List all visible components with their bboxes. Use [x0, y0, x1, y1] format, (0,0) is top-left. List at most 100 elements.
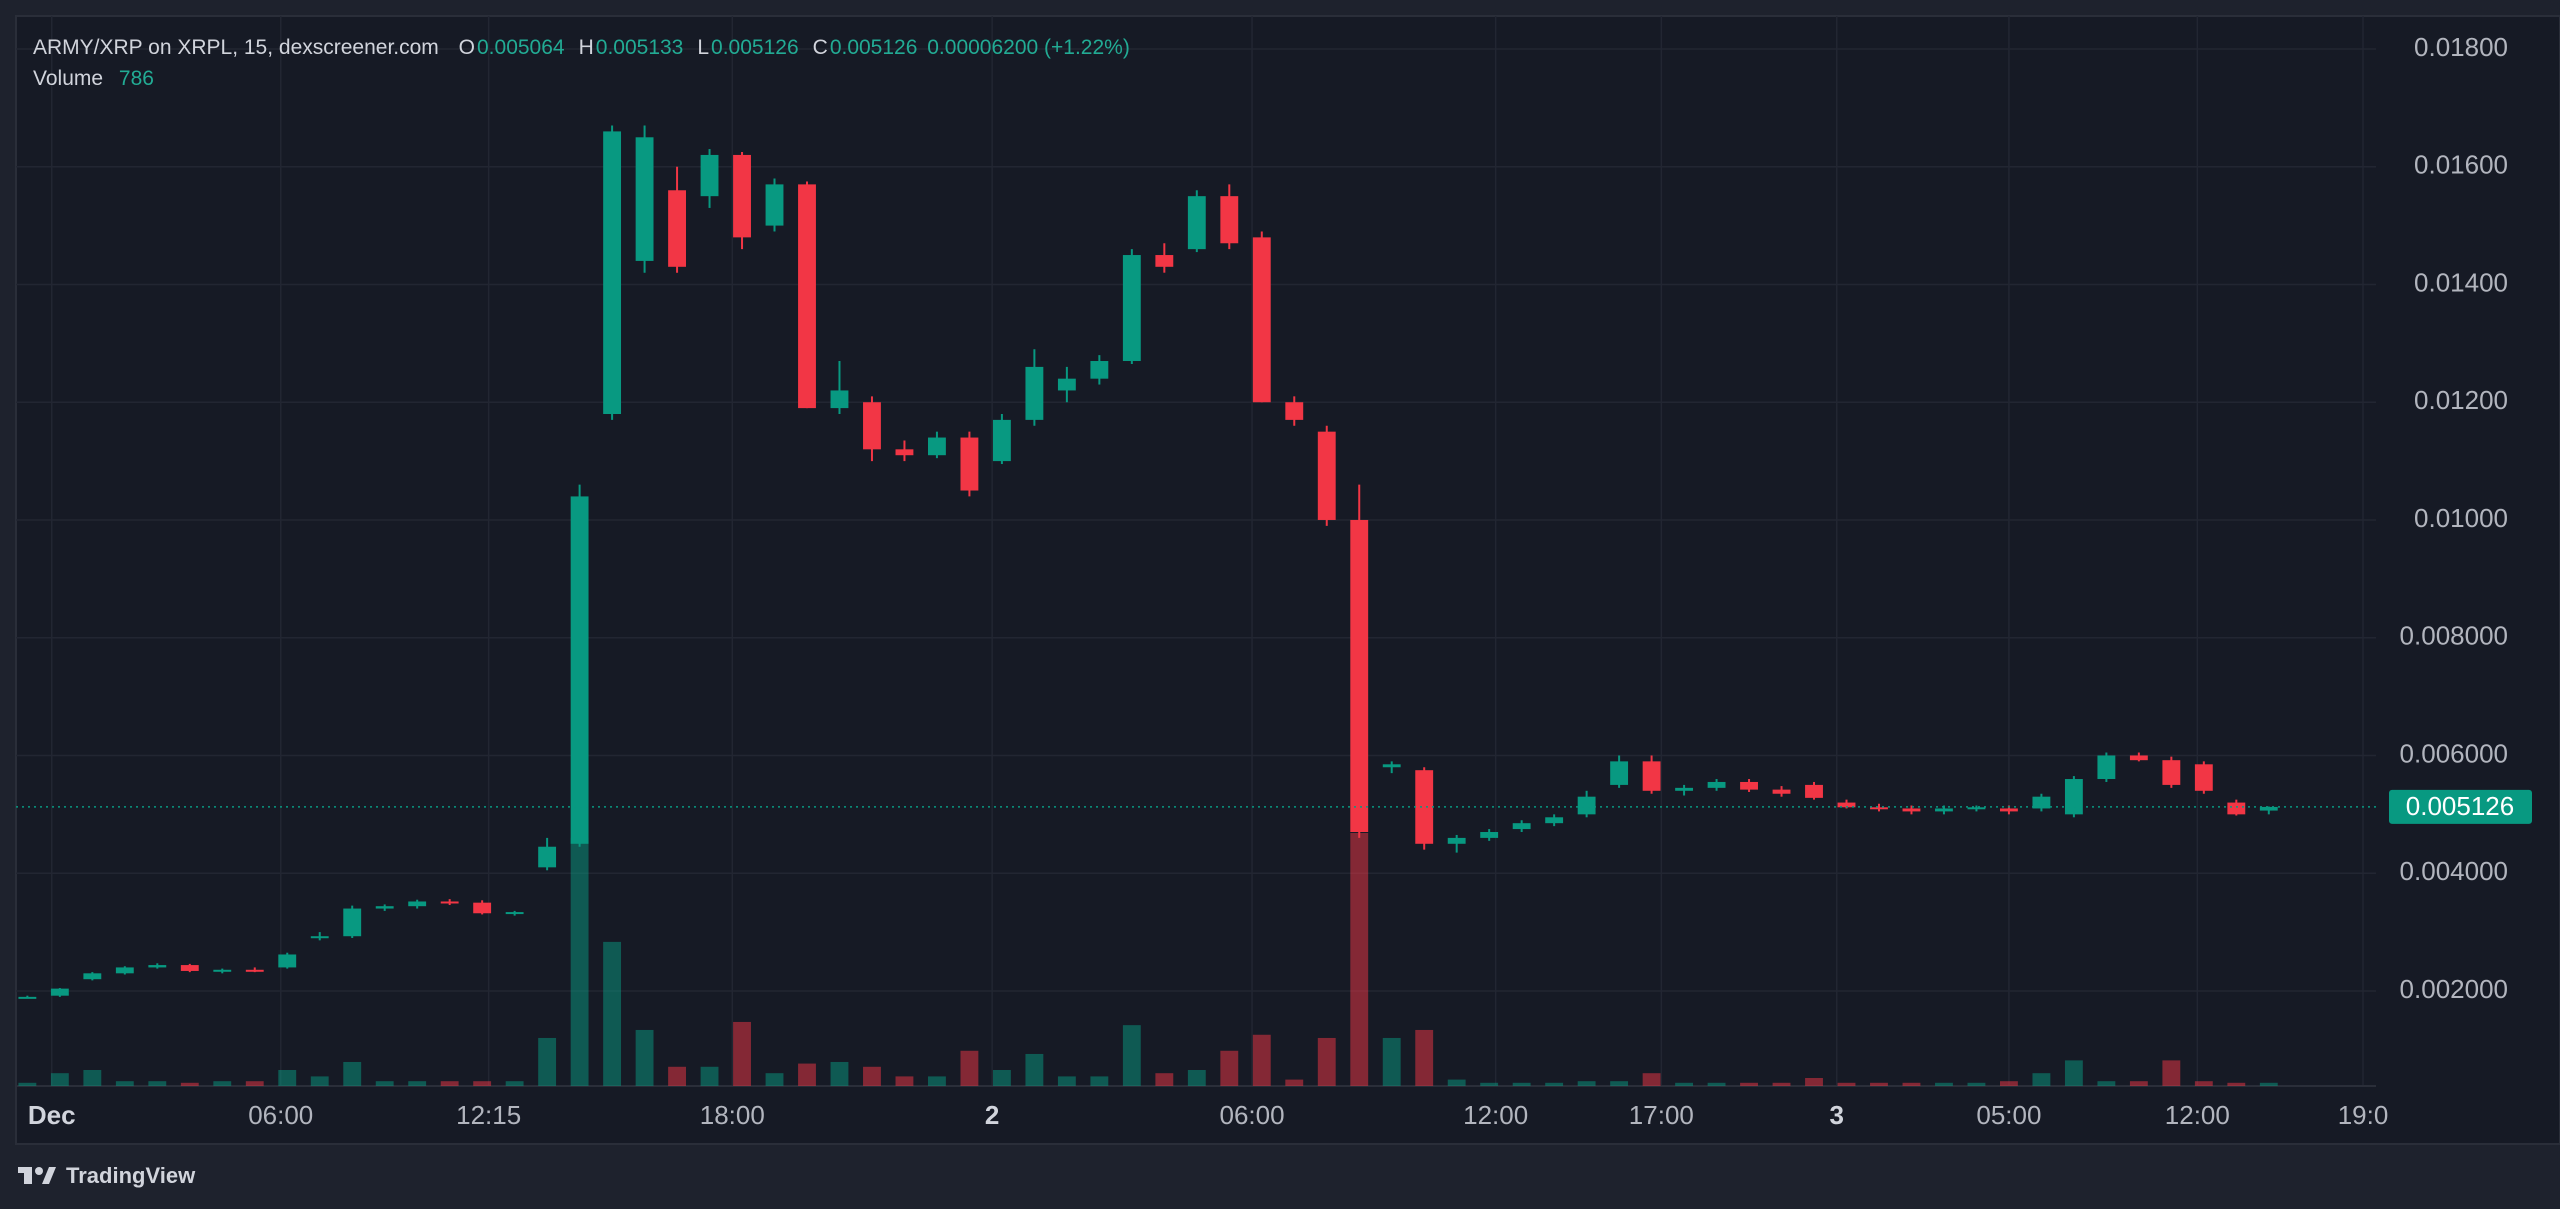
- branding[interactable]: TradingView: [18, 1163, 195, 1189]
- volume-bar: [863, 1066, 881, 1086]
- volume-bar: [2097, 1081, 2116, 1086]
- volume-bar: [1577, 1081, 1596, 1086]
- volume-bar: [1057, 1076, 1076, 1086]
- volume-bar: [115, 1081, 134, 1086]
- volume-bar: [1837, 1082, 1856, 1086]
- volume-bar: [570, 837, 589, 1086]
- change: 0.00006200 (+1.22%): [927, 36, 1130, 59]
- candle-body: [928, 437, 946, 456]
- volume-bar: [1187, 1069, 1206, 1086]
- volume-bar: [2129, 1081, 2148, 1086]
- volume-bar: [1545, 1082, 1564, 1086]
- volume-bar: [1999, 1081, 2018, 1086]
- volume-bar: [505, 1081, 524, 1086]
- volume-bar: [473, 1081, 492, 1086]
- candle-body: [1512, 823, 1531, 830]
- candle-body: [83, 973, 102, 980]
- candle-body: [1220, 196, 1239, 244]
- ohlc-value: 0.005133: [595, 36, 684, 59]
- candle-body: [375, 906, 394, 909]
- volume-bar: [2194, 1081, 2213, 1086]
- volume-bar: [310, 1076, 329, 1086]
- y-tick-label: 0.01200: [2414, 385, 2508, 415]
- candle-body: [863, 402, 881, 450]
- candle-body: [1187, 196, 1206, 250]
- volume-bar: [180, 1082, 199, 1086]
- candle-body: [668, 190, 686, 267]
- x-tick-label: 19:0: [2338, 1100, 2389, 1130]
- candle-body: [992, 419, 1011, 462]
- candle-body: [1707, 781, 1726, 788]
- candle-body: [1350, 519, 1369, 833]
- candle-body: [1837, 802, 1856, 808]
- volume-bar: [2064, 1060, 2083, 1086]
- volume-bar: [960, 1050, 979, 1086]
- volume-bar: [278, 1069, 297, 1086]
- candle-body: [570, 496, 589, 844]
- candle-body: [538, 846, 557, 868]
- candle-body: [343, 908, 362, 937]
- candle-body: [1155, 255, 1174, 267]
- candle-body: [1545, 817, 1564, 824]
- volume-bar: [343, 1061, 362, 1086]
- candle-body: [1675, 787, 1694, 791]
- candle-body: [1772, 789, 1791, 794]
- candle-body: [1967, 807, 1986, 810]
- volume-bar: [1870, 1082, 1888, 1086]
- volume-bar: [895, 1076, 914, 1086]
- volume-bar: [1220, 1050, 1239, 1086]
- volume-bar: [1805, 1077, 1823, 1086]
- candle-body: [1285, 402, 1304, 420]
- ohlc-key: C: [812, 36, 828, 59]
- volume-bar: [1512, 1082, 1531, 1086]
- y-tick-label: 0.01000: [2414, 503, 2508, 533]
- candle-body: [895, 449, 914, 456]
- volume-bar: [603, 941, 622, 1086]
- candle-body: [2227, 802, 2246, 815]
- candle-body: [603, 131, 622, 414]
- candle-body: [1480, 832, 1499, 838]
- volume-bar: [992, 1069, 1011, 1086]
- candle-body: [1642, 761, 1661, 791]
- candle-body: [473, 902, 492, 914]
- candle-body: [1090, 361, 1109, 379]
- candle-body: [700, 154, 719, 197]
- candle-body: [408, 901, 427, 907]
- volume-bar: [928, 1076, 946, 1086]
- candle-body: [1382, 764, 1401, 768]
- ohlc-key: L: [697, 36, 710, 59]
- candle-body: [245, 969, 264, 972]
- volume-bar: [635, 1029, 654, 1086]
- x-tick-label: 2: [985, 1100, 999, 1130]
- volume-bar: [1480, 1082, 1499, 1086]
- volume-bar: [1122, 1025, 1141, 1086]
- volume-bar: [408, 1081, 427, 1086]
- ohlc: O0.005064 H0.005133 L0.005126 C0.005126: [447, 36, 920, 59]
- y-tick-label: 0.01600: [2414, 150, 2508, 180]
- candle-body: [733, 154, 751, 238]
- volume-bar: [245, 1081, 264, 1086]
- volume-bar: [1155, 1073, 1174, 1086]
- y-tick-label: 0.01400: [2414, 267, 2508, 297]
- candle-body: [505, 912, 524, 915]
- logo: [18, 1167, 56, 1184]
- x-tick-label: 12:00: [1463, 1100, 1528, 1130]
- y-tick-label: 0.002000: [2400, 974, 2508, 1004]
- volume-bar: [50, 1073, 69, 1086]
- candle-body: [960, 437, 979, 491]
- volume-bar: [668, 1066, 686, 1086]
- volume-bar: [1382, 1037, 1401, 1086]
- candle-body: [765, 184, 784, 226]
- volume-bar: [1285, 1079, 1304, 1086]
- volume-bar: [1707, 1082, 1726, 1086]
- volume-bar: [375, 1081, 394, 1086]
- x-tick-label: 17:00: [1629, 1100, 1694, 1130]
- ohlc-key: O: [458, 36, 475, 59]
- volume-bar: [2162, 1060, 2181, 1086]
- y-tick-label: 0.004000: [2400, 856, 2508, 886]
- volume-bar: [1675, 1082, 1694, 1086]
- last-price-label: 0.005126: [2406, 791, 2514, 821]
- candle-body: [180, 965, 199, 971]
- candle-body: [1805, 784, 1823, 798]
